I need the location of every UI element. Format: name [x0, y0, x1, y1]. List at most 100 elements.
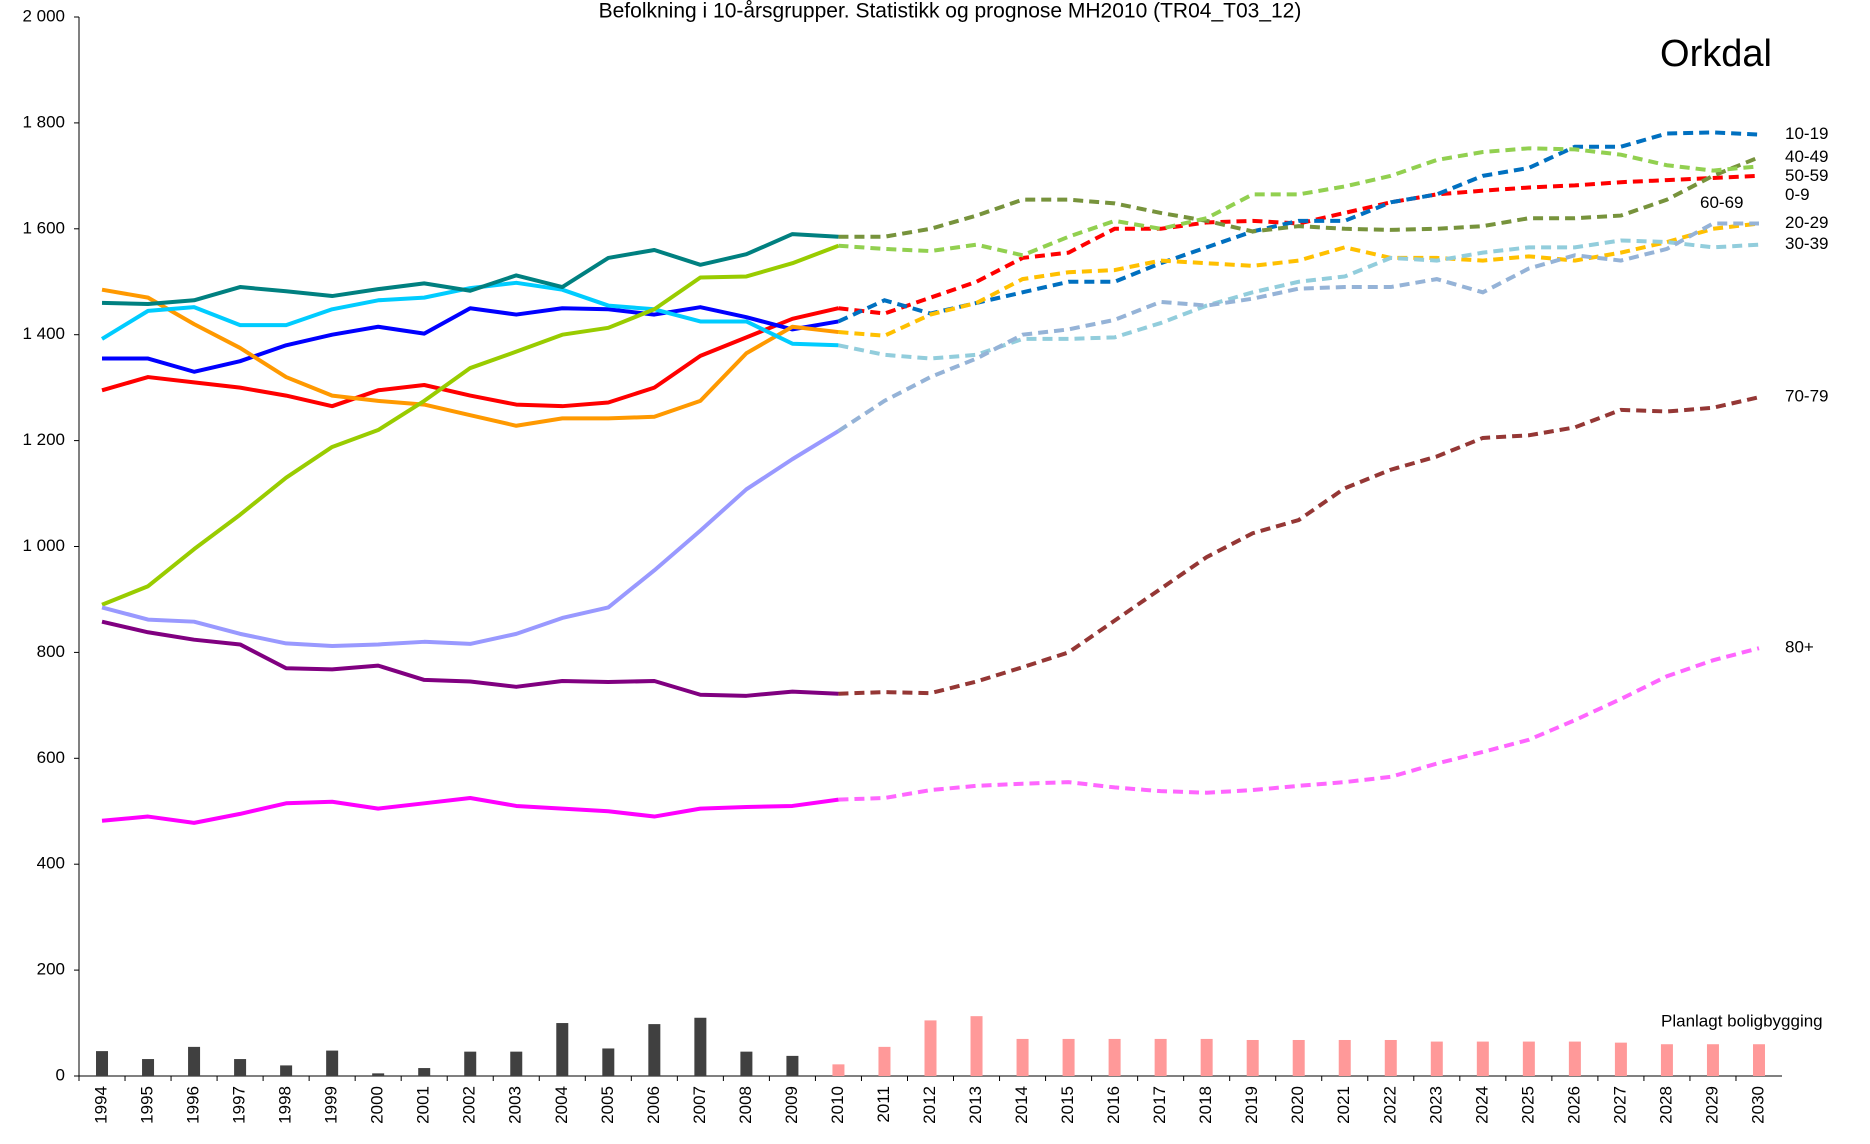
- x-tick-label: 1996: [184, 1086, 203, 1124]
- bar: [786, 1055, 799, 1076]
- series-label: 10-19: [1785, 124, 1828, 143]
- bar: [740, 1051, 753, 1076]
- history-line: [101, 796, 839, 825]
- forecast-line: [837, 130, 1760, 324]
- y-tick-label: 200: [37, 960, 65, 979]
- y-tick-label: 800: [37, 642, 65, 661]
- bar: [1338, 1039, 1351, 1076]
- x-tick-label: 2027: [1610, 1086, 1629, 1124]
- x-tick-label: 2018: [1196, 1086, 1215, 1124]
- x-tick-label: 2008: [736, 1086, 755, 1124]
- bar: [1706, 1044, 1719, 1076]
- y-tick-label: 1 600: [22, 218, 65, 237]
- bar: [1660, 1044, 1673, 1076]
- chart-title: Befolkning i 10-årsgrupper. Statistikk o…: [599, 0, 1302, 23]
- x-tick-label: 2010: [828, 1086, 847, 1124]
- bar: [96, 1051, 109, 1076]
- y-tick-label: 0: [56, 1065, 65, 1084]
- x-tick-label: 2001: [414, 1086, 433, 1124]
- x-tick-label: 2015: [1058, 1086, 1077, 1124]
- series-label: 60-69: [1700, 193, 1743, 212]
- x-tick-label: 2000: [368, 1086, 387, 1124]
- bar: [1752, 1044, 1765, 1076]
- bar: [1154, 1038, 1167, 1076]
- series-label: 70-79: [1785, 387, 1828, 406]
- history-line: [101, 232, 839, 306]
- bar: [326, 1050, 339, 1076]
- bar: [510, 1051, 523, 1076]
- x-tick-label: 2003: [506, 1086, 525, 1124]
- x-tick-label: 2029: [1702, 1086, 1721, 1124]
- history-line: [101, 243, 840, 607]
- bar: [234, 1059, 247, 1076]
- bar: [372, 1073, 385, 1076]
- x-tick-label: 1997: [230, 1086, 249, 1124]
- x-tick-label: 2013: [966, 1086, 985, 1124]
- bar: [1522, 1041, 1535, 1076]
- series-label: 80+: [1785, 638, 1814, 657]
- series-label: 30-39: [1785, 234, 1828, 253]
- bar: [142, 1059, 155, 1076]
- series-label: 0-9: [1785, 185, 1810, 204]
- bar: [1062, 1038, 1075, 1076]
- forecast-line: [838, 395, 1760, 696]
- bar: [1108, 1038, 1121, 1076]
- x-tick-label: 2007: [690, 1086, 709, 1124]
- x-tick-label: 1994: [91, 1086, 110, 1124]
- bar: [418, 1068, 431, 1076]
- x-tick-label: 2023: [1426, 1086, 1445, 1124]
- forecast-line: [838, 155, 1760, 239]
- bar: [1614, 1042, 1627, 1076]
- bar: [602, 1048, 615, 1076]
- x-tick-label: 2020: [1288, 1086, 1307, 1124]
- y-tick-label: 1 400: [22, 324, 65, 343]
- bar: [280, 1065, 293, 1076]
- forecast-line: [838, 173, 1760, 316]
- x-tick-label: 2016: [1104, 1086, 1123, 1124]
- bar: [1430, 1041, 1443, 1076]
- x-tick-label: 2005: [598, 1086, 617, 1124]
- bar: [878, 1046, 891, 1076]
- x-tick-label: 2022: [1380, 1086, 1399, 1124]
- bar: [970, 1016, 983, 1076]
- x-tick-label: 2021: [1334, 1086, 1353, 1124]
- x-tick-label: 2030: [1748, 1086, 1767, 1124]
- y-tick-label: 1 000: [22, 536, 65, 555]
- x-tick-label: 2002: [460, 1086, 479, 1124]
- forecast-line: [838, 646, 1760, 802]
- x-tick-label: 2009: [782, 1086, 801, 1124]
- x-tick-label: 2019: [1242, 1086, 1261, 1124]
- bar: [556, 1023, 569, 1076]
- x-tick-label: 1995: [138, 1086, 157, 1124]
- x-tick-label: 2004: [552, 1086, 571, 1124]
- x-tick-label: 2012: [920, 1086, 939, 1124]
- bar: [1568, 1041, 1581, 1076]
- history-line: [100, 280, 839, 348]
- bar: [1292, 1039, 1305, 1076]
- history-line: [101, 619, 839, 698]
- forecast-line: [838, 146, 1760, 258]
- history-line: [101, 429, 840, 649]
- bar: [1246, 1039, 1259, 1076]
- y-tick-label: 1 800: [22, 112, 65, 131]
- x-tick-label: 2006: [644, 1086, 663, 1124]
- x-tick-label: 1999: [322, 1086, 341, 1124]
- y-tick-label: 1 200: [22, 430, 65, 449]
- bar: [1384, 1039, 1397, 1076]
- y-tick-label: 600: [37, 748, 65, 767]
- bar: [648, 1024, 661, 1076]
- bar: [1476, 1041, 1489, 1076]
- series-label: 50-59: [1785, 166, 1828, 185]
- x-tick-label: 2014: [1012, 1086, 1031, 1124]
- bar: [924, 1020, 937, 1076]
- x-tick-label: 2026: [1564, 1086, 1583, 1124]
- forecast-line: [837, 221, 1759, 433]
- history-line: [101, 306, 839, 409]
- x-tick-label: 2025: [1518, 1086, 1537, 1124]
- bar: [188, 1046, 201, 1076]
- bar: [1016, 1038, 1029, 1076]
- bar-series-label: Planlagt boligbygging: [1661, 1011, 1823, 1030]
- x-tick-label: 2024: [1472, 1086, 1491, 1124]
- chart-subtitle: Orkdal: [1660, 33, 1772, 75]
